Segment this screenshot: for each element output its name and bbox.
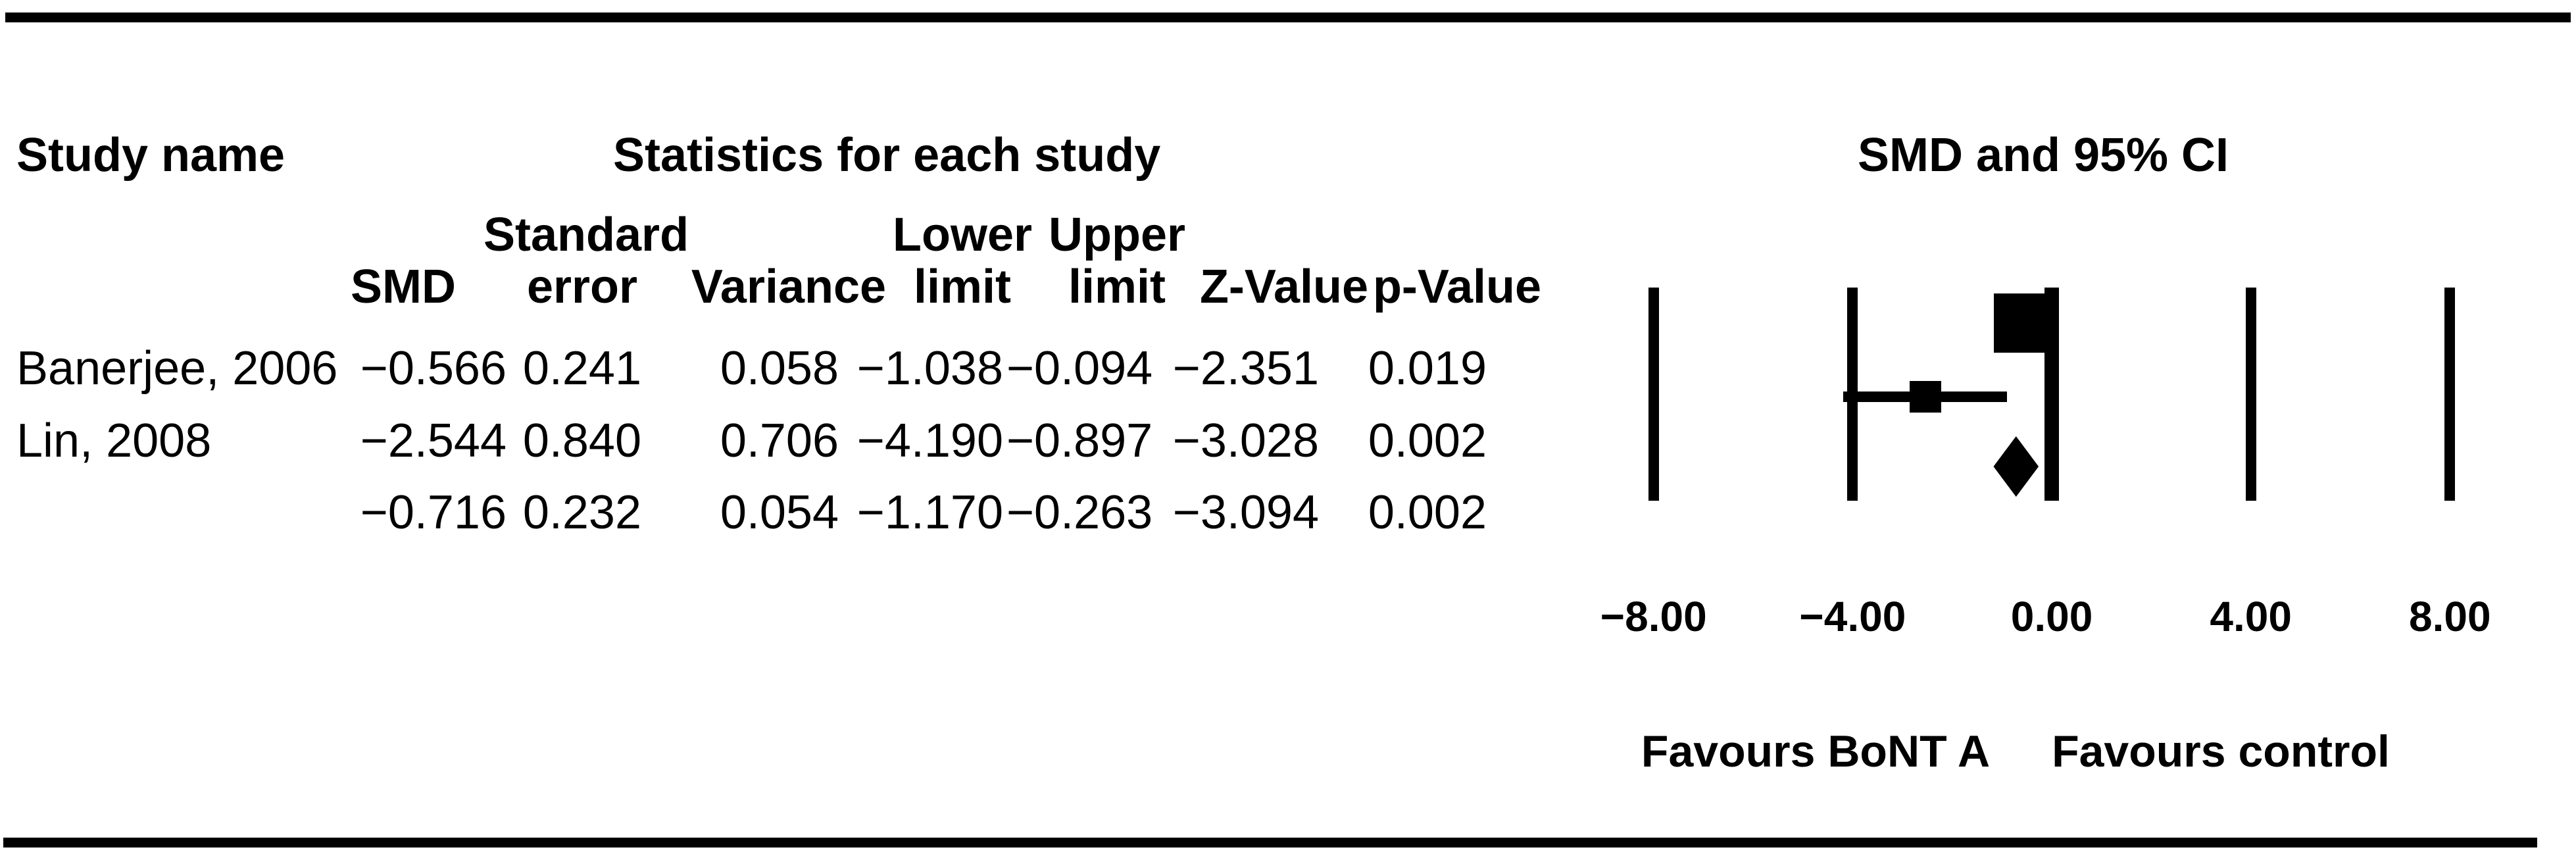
column-header-standard-error-line2: error <box>526 261 638 313</box>
column-header-upper-limit-line2: limit <box>1068 261 1166 313</box>
column-header-p-value-line2: p-Value <box>1372 261 1542 313</box>
lower-limit-value: −1.038 <box>856 342 1003 395</box>
upper-limit-value: −0.263 <box>1006 486 1153 539</box>
lower-limit-value: −1.170 <box>856 486 1003 539</box>
column-header-smd: SMD <box>305 209 502 313</box>
smd-value: −0.566 <box>360 342 507 395</box>
variance-value: 0.058 <box>720 342 839 395</box>
axis-gridline <box>2444 288 2456 501</box>
variance-value: 0.706 <box>720 415 839 467</box>
study-label: Banerjee, 2006 <box>16 342 338 395</box>
lower-limit-value: −4.190 <box>856 415 1003 467</box>
column-header-upper-limit: Upper limit <box>1018 209 1216 313</box>
top-rule <box>5 13 2571 22</box>
study-point-marker <box>1994 293 2054 353</box>
smd-value: −0.716 <box>360 486 507 539</box>
standard-error-value: 0.840 <box>522 415 641 467</box>
z-value: −3.094 <box>1172 486 1319 539</box>
column-header-lower-limit-line2: limit <box>913 261 1011 313</box>
table-row-overall: −0.716 0.232 0.054 −1.170 −0.263 −3.094 … <box>0 488 1579 538</box>
p-value: 0.002 <box>1368 415 1487 467</box>
standard-error-value: 0.232 <box>522 486 641 539</box>
favours-right-label: Favours control <box>2052 726 2390 776</box>
column-header-standard-error-line1: Standard <box>483 209 689 261</box>
upper-limit-value: −0.897 <box>1006 415 1153 467</box>
study-name-header: Study name <box>16 129 285 182</box>
study-label: Lin, 2008 <box>16 415 212 467</box>
axis-tick-label: 0.00 <box>2010 593 2093 640</box>
column-header-z-value: Z-Value <box>1185 209 1383 313</box>
column-header-z-value-line2: Z-Value <box>1199 261 1369 313</box>
bottom-rule <box>3 838 2537 847</box>
overall-diamond-marker <box>1993 436 2039 497</box>
statistics-header: Statistics for each study <box>613 129 1161 182</box>
study-point-marker <box>1909 381 1941 413</box>
axis-tick-label: −8.00 <box>1600 593 1707 640</box>
table-row: Lin, 2008 −2.544 0.840 0.706 −4.190 −0.8… <box>0 416 1579 466</box>
z-value: −2.351 <box>1172 342 1319 395</box>
column-header-lower-limit-line1: Lower <box>892 209 1033 261</box>
plot-title: SMD and 95% CI <box>1857 129 2229 182</box>
axis-gridline <box>1648 288 1659 501</box>
column-header-smd-line2: SMD <box>351 261 456 313</box>
column-header-variance: Variance <box>690 209 887 313</box>
axis-gridline <box>2245 288 2256 501</box>
axis-tick-label: 8.00 <box>2408 593 2491 640</box>
axis-tick-label: 4.00 <box>2210 593 2292 640</box>
column-header-variance-line2: Variance <box>691 261 887 313</box>
favours-left-label: Favours BoNT A <box>1641 726 1991 776</box>
z-value: −3.028 <box>1172 415 1319 467</box>
upper-limit-value: −0.094 <box>1006 342 1153 395</box>
variance-value: 0.054 <box>720 486 839 539</box>
smd-value: −2.544 <box>360 415 507 467</box>
column-header-standard-error: Standard error <box>483 209 689 313</box>
axis-tick-label: −4.00 <box>1799 593 1906 640</box>
column-header-lower-limit: Lower limit <box>864 209 1061 313</box>
column-header-upper-limit-line1: Upper <box>1048 209 1186 261</box>
p-value: 0.019 <box>1368 342 1487 395</box>
table-row: Banerjee, 2006 −0.566 0.241 0.058 −1.038… <box>0 343 1579 393</box>
standard-error-value: 0.241 <box>522 342 641 395</box>
p-value: 0.002 <box>1368 486 1487 539</box>
column-header-p-value: p-Value <box>1358 209 1556 313</box>
